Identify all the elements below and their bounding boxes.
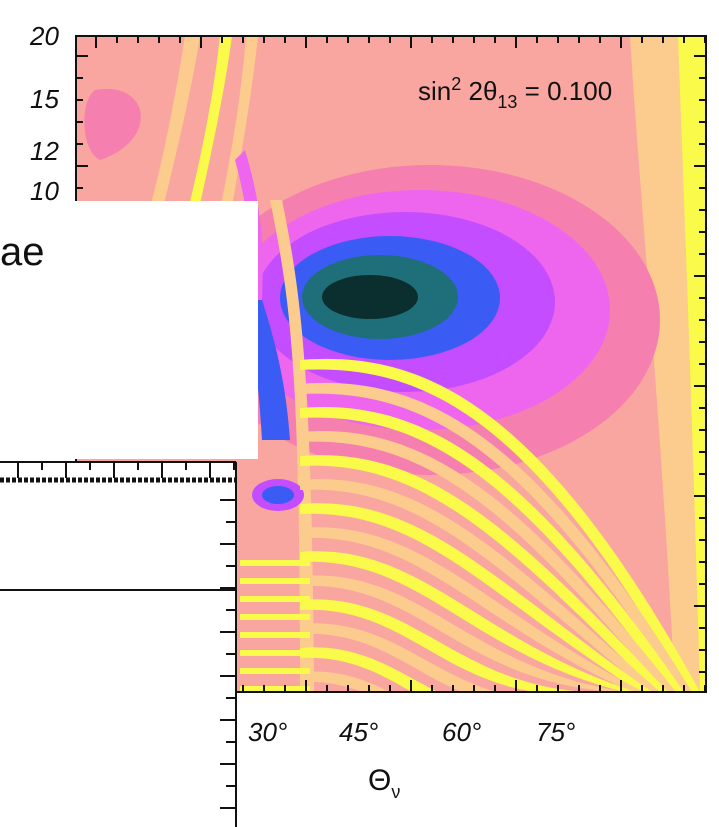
contour-band	[300, 575, 628, 692]
x-tick-label-75: 75°	[536, 717, 575, 747]
contour-band	[240, 632, 310, 638]
contour-band	[240, 578, 310, 584]
inset-panel	[0, 461, 237, 827]
x-axis-subscript: ν	[391, 782, 400, 802]
contour-band	[322, 275, 418, 319]
mixing-angle-annotation: sin2 2θ13 = 0.100	[418, 74, 612, 112]
contour-band	[240, 650, 310, 656]
x-tick-label-45: 45°	[339, 717, 378, 747]
contour-band	[240, 560, 310, 566]
inset-ticks	[17, 462, 236, 809]
annotation-tail: = 0.100	[517, 76, 612, 106]
y-tick-label-15: 15	[30, 84, 59, 114]
contour-band	[300, 599, 620, 692]
y-tick-label-20: 20	[29, 21, 59, 51]
contour-band	[300, 671, 596, 692]
contour-band	[240, 686, 310, 692]
contour-band	[300, 551, 636, 692]
annotation-mid: 2θ	[461, 76, 497, 106]
inset-panel-bg	[0, 461, 236, 827]
x-tick-label-30: 30°	[248, 717, 287, 747]
contour-fan	[240, 358, 700, 692]
contour-band	[270, 200, 314, 692]
contour-band	[300, 527, 644, 692]
annotation-sup: 2	[451, 74, 461, 94]
x-axis-symbol: Θ	[368, 764, 391, 797]
contour-band	[240, 596, 310, 602]
contour-band	[240, 668, 310, 674]
contour-band	[300, 647, 604, 692]
annotation-sub: 13	[497, 92, 517, 112]
contour-band	[178, 36, 232, 250]
contour-band	[84, 88, 141, 160]
annotation-base: sin	[418, 76, 451, 106]
contour-band	[216, 36, 258, 230]
contour-band	[262, 486, 294, 504]
contour-band	[300, 503, 652, 692]
y-tick-label-12: 12	[30, 136, 59, 166]
overlay-panel	[0, 201, 258, 459]
contour-band	[240, 614, 310, 620]
x-axis-label: Θν	[368, 764, 400, 802]
contour-band	[678, 36, 706, 692]
contour-band	[300, 623, 612, 692]
contour-band	[300, 479, 660, 692]
overlay-text: ae	[0, 230, 45, 274]
x-tick-label-60: 60°	[442, 717, 481, 747]
contour-band	[300, 358, 700, 692]
